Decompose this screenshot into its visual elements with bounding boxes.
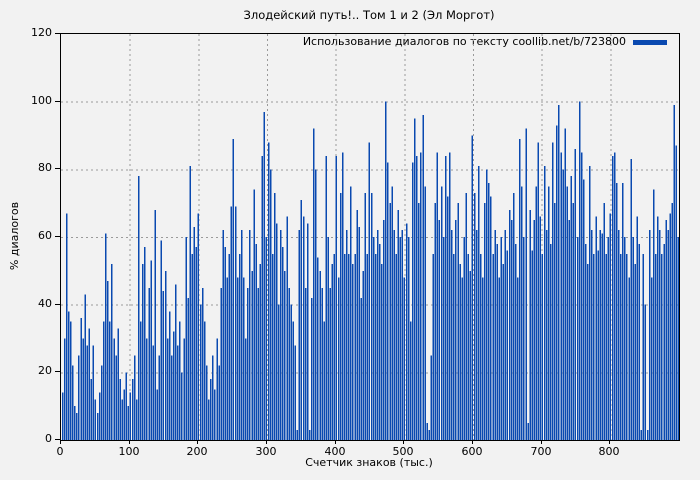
bars-svg (61, 34, 679, 440)
y-tick-label: 20 (38, 364, 52, 377)
legend-label: Использование диалогов по тексту coollib… (302, 35, 626, 48)
y-tick (55, 33, 60, 34)
x-tick (266, 440, 267, 444)
y-tick-label: 120 (31, 26, 52, 39)
gridlines (61, 34, 679, 440)
x-tick (403, 440, 404, 444)
x-tick-label: 400 (324, 445, 346, 458)
x-tick-label: 600 (461, 445, 483, 458)
chart-title: Злодейский путь!.. Том 1 и 2 (Эл Моргот) (243, 8, 495, 22)
legend: Использование диалогов по тексту coollib… (303, 36, 667, 48)
x-tick-label: 100 (118, 445, 140, 458)
x-tick (541, 440, 542, 444)
x-tick (335, 440, 336, 444)
x-tick-label: 700 (530, 445, 552, 458)
y-tick (55, 168, 60, 169)
y-tick (55, 304, 60, 305)
y-tick (55, 439, 60, 440)
x-tick-label: 200 (186, 445, 208, 458)
y-tick-label: 40 (38, 297, 52, 310)
plot-area (60, 33, 680, 441)
x-tick (60, 440, 61, 444)
y-tick-label: 80 (38, 161, 52, 174)
x-tick-label: 500 (392, 445, 414, 458)
y-tick-label: 0 (45, 432, 52, 445)
y-tick (55, 236, 60, 237)
y-tick-label: 100 (31, 94, 52, 107)
x-tick-label: 800 (598, 445, 620, 458)
x-tick-label: 0 (56, 445, 64, 458)
x-tick-label: 300 (255, 445, 277, 458)
x-tick (472, 440, 473, 444)
x-tick (129, 440, 130, 444)
x-tick (197, 440, 198, 444)
dialog-percent-bars (61, 101, 679, 440)
x-axis-label: Счетчик знаков (тыс.) (305, 456, 433, 469)
y-tick-label: 60 (38, 229, 52, 242)
legend-swatch (633, 39, 667, 45)
x-tick (609, 440, 610, 444)
y-tick (55, 101, 60, 102)
y-tick (55, 371, 60, 372)
